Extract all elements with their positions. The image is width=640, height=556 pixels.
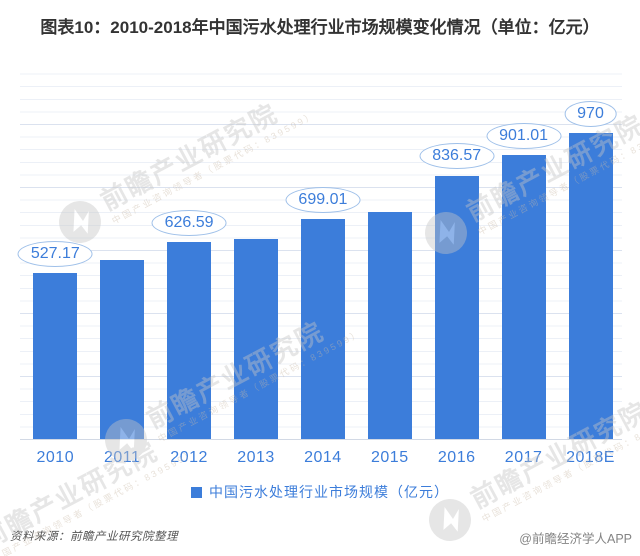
x-axis-label-2013: 2013 xyxy=(237,449,275,466)
x-axis-label-2015: 2015 xyxy=(371,449,409,466)
x-axis-label-2012: 2012 xyxy=(170,449,208,466)
value-label-2010: 527.17 xyxy=(17,240,93,267)
value-label-2014: 699.01 xyxy=(285,186,361,213)
x-axis-label-2016: 2016 xyxy=(437,449,476,466)
x-axis-label-2011: 2011 xyxy=(103,449,141,466)
value-label-2016: 836.57 xyxy=(419,143,495,170)
x-axis-label-2014: 2014 xyxy=(304,449,342,466)
value-label-2012: 626.59 xyxy=(151,209,227,236)
chart-title: 图表10：2010-2018年中国污水处理行业市场规模变化情况（单位：亿元） xyxy=(40,18,600,37)
x-axis-label-2018E: 2018E xyxy=(566,449,615,466)
x-axis-label-2017: 2017 xyxy=(504,449,543,466)
bar-2010 xyxy=(33,272,78,439)
plot-area: 527.17 626.59 699.01 836.57 901.01 970 xyxy=(17,62,622,440)
bar-2013 xyxy=(234,238,278,439)
value-label-2017: 901.01 xyxy=(486,123,562,150)
x-axis-label-2010: 2010 xyxy=(36,449,75,466)
bar-2016 xyxy=(434,175,479,439)
value-label-2018E: 970 xyxy=(564,101,617,128)
bar-2012 xyxy=(167,241,212,439)
legend-marker-icon xyxy=(191,486,202,498)
bar-2015 xyxy=(367,212,412,439)
legend: 中国污水处理行业市场规模（亿元） xyxy=(0,482,640,502)
bar-2011 xyxy=(100,260,145,439)
legend-label: 中国污水处理行业市场规模（亿元） xyxy=(209,484,449,500)
bar-2017 xyxy=(501,155,546,439)
source-text: 资料来源：前瞻产业研究院整理 xyxy=(10,531,178,543)
bar-2018E xyxy=(568,133,613,439)
credit-text: @前瞻经济学人APP xyxy=(519,532,632,546)
bar-2014 xyxy=(300,218,345,439)
